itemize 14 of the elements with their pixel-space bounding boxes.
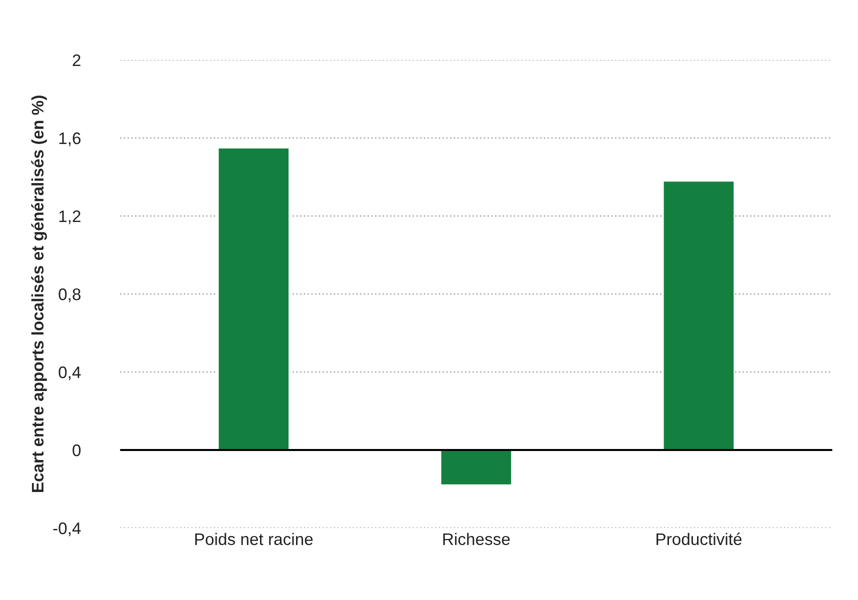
y-tick-label: 0,4	[58, 366, 81, 380]
bar	[440, 449, 512, 486]
y-tick-label: 1,6	[59, 132, 80, 146]
y-axis-title: Ecart entre apports localisés et généralisés (en %)	[31, 96, 47, 492]
x-tick-label: Richesse	[443, 532, 510, 546]
x-tick-label: Productivité	[656, 532, 742, 546]
bar	[217, 147, 290, 451]
y-tick-label: 0,8	[58, 288, 81, 302]
y-tick-label: -0,4	[53, 522, 81, 536]
y-tick-label: 1,2	[59, 210, 80, 224]
y-tick-label: 0	[72, 444, 81, 456]
y-tick-label: 2	[72, 54, 80, 66]
bar	[662, 180, 736, 451]
x-tick-label: Poids net racine	[195, 532, 313, 546]
